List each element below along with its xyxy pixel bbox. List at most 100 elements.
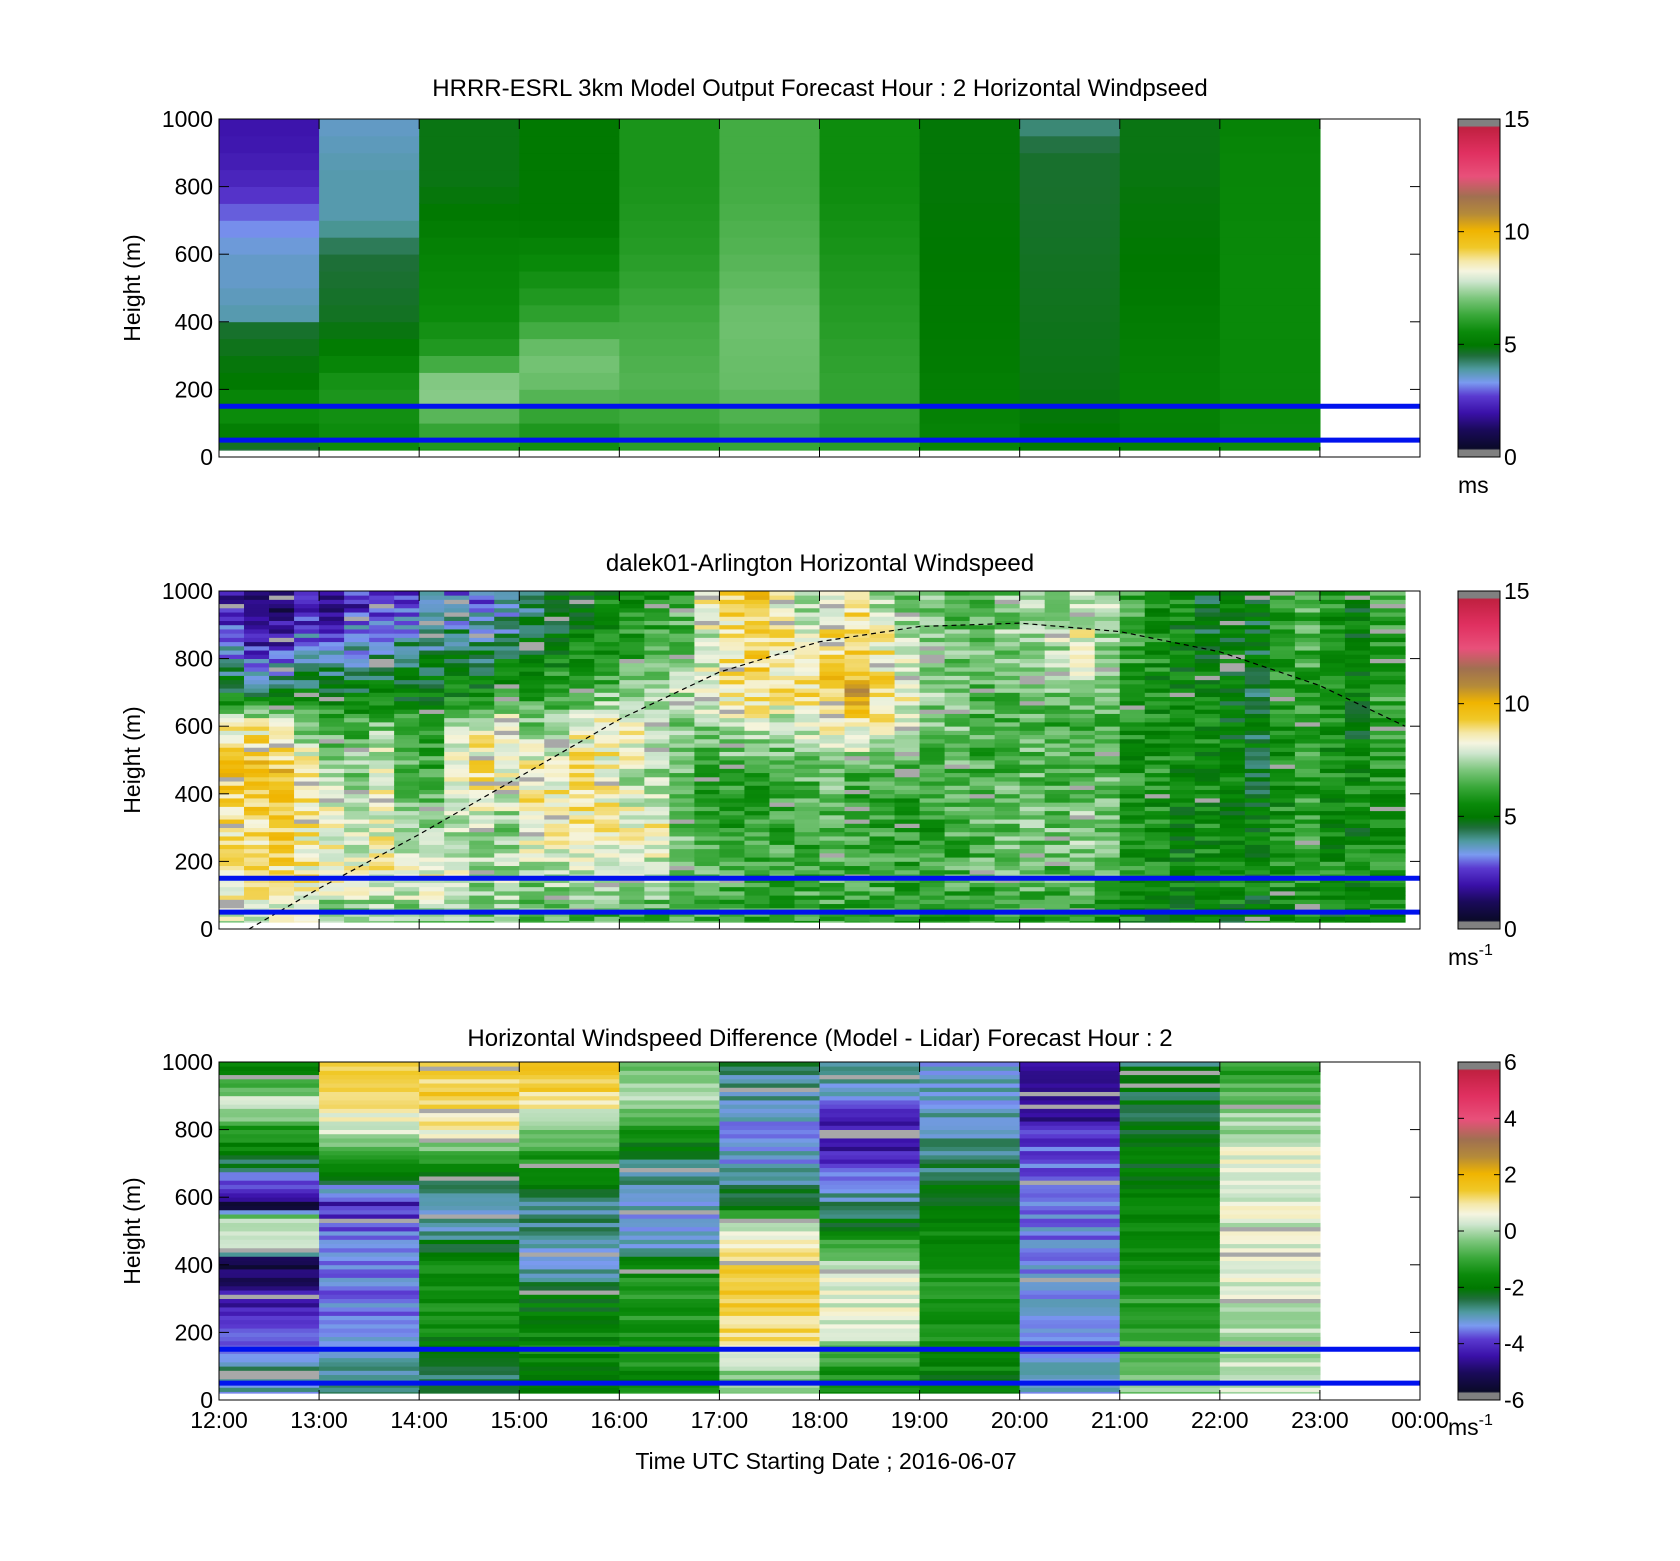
heatmap-cell bbox=[969, 895, 996, 900]
colorbar-unit-sup: -1 bbox=[1479, 942, 1493, 959]
heatmap-cell bbox=[669, 591, 695, 596]
heatmap-cell bbox=[969, 806, 996, 812]
heatmap-cell bbox=[1244, 700, 1271, 706]
heatmap-cell bbox=[219, 721, 245, 727]
panel-difference: Horizontal Windspeed Difference (Model -… bbox=[119, 1025, 1525, 1474]
heatmap-cell bbox=[1019, 1311, 1121, 1316]
heatmap-cell bbox=[594, 810, 620, 816]
heatmap-cell bbox=[919, 1104, 1021, 1109]
heatmap-cell bbox=[869, 641, 896, 647]
heatmap-cell bbox=[344, 654, 370, 659]
heatmap-cell bbox=[969, 612, 996, 617]
heatmap-cell bbox=[269, 662, 295, 668]
heatmap-cell bbox=[819, 135, 921, 154]
heatmap-cell bbox=[1194, 721, 1221, 727]
heatmap-cell bbox=[1019, 1159, 1121, 1164]
heatmap-cell bbox=[1244, 650, 1271, 655]
heatmap-cell bbox=[1019, 1091, 1121, 1097]
heatmap-cell bbox=[519, 1285, 620, 1291]
heatmap-cell bbox=[419, 658, 445, 664]
heatmap-cell bbox=[419, 1387, 520, 1392]
heatmap-cell bbox=[319, 304, 420, 323]
heatmap-cell bbox=[994, 650, 1021, 655]
heatmap-cell bbox=[969, 709, 996, 714]
heatmap-cell bbox=[369, 810, 395, 816]
heatmap-cell bbox=[619, 747, 645, 752]
heatmap-cell bbox=[819, 861, 846, 867]
heatmap-cell bbox=[1219, 709, 1246, 714]
heatmap-cell bbox=[819, 789, 846, 795]
heatmap-cell bbox=[744, 852, 771, 858]
heatmap-cell bbox=[844, 861, 871, 867]
heatmap-cell bbox=[1119, 1332, 1221, 1338]
heatmap-cell bbox=[844, 772, 871, 778]
panel-model: HRRR-ESRL 3km Model Output Forecast Hour… bbox=[119, 75, 1530, 498]
heatmap-cell bbox=[1344, 658, 1371, 664]
heatmap-cell bbox=[419, 1138, 520, 1143]
heatmap-cell bbox=[1119, 890, 1146, 896]
heatmap-cell bbox=[1019, 1184, 1121, 1190]
heatmap-cell bbox=[919, 1192, 1021, 1198]
heatmap-cell bbox=[819, 607, 846, 613]
heatmap-cell bbox=[519, 705, 545, 710]
heatmap-cell bbox=[1144, 667, 1171, 672]
heatmap-cell bbox=[719, 1062, 821, 1067]
heatmap-cell bbox=[794, 595, 821, 600]
heatmap-cell bbox=[869, 806, 896, 812]
heatmap-cell bbox=[569, 861, 595, 867]
heatmap-cell bbox=[1194, 726, 1221, 731]
heatmap-cell bbox=[894, 717, 921, 723]
heatmap-cell bbox=[944, 620, 971, 626]
heatmap-cell bbox=[944, 612, 971, 617]
heatmap-cell bbox=[519, 890, 545, 896]
heatmap-cell bbox=[244, 810, 270, 816]
heatmap-cell bbox=[1144, 726, 1171, 731]
heatmap-cell bbox=[819, 1281, 921, 1287]
heatmap-cell bbox=[719, 624, 746, 630]
heatmap-cell bbox=[494, 869, 520, 875]
heatmap-cell bbox=[1269, 781, 1296, 786]
heatmap-cell bbox=[1219, 1235, 1321, 1240]
heatmap-cell bbox=[969, 688, 996, 693]
heatmap-cell bbox=[1094, 836, 1121, 841]
heatmap-cell bbox=[894, 726, 921, 731]
heatmap-cell bbox=[669, 831, 695, 837]
heatmap-cell bbox=[419, 848, 445, 854]
heatmap-cell bbox=[919, 321, 1021, 340]
heatmap-cell bbox=[444, 591, 470, 596]
heatmap-cell bbox=[694, 827, 721, 833]
heatmap-cell bbox=[419, 692, 445, 698]
heatmap-cell bbox=[669, 721, 695, 727]
heatmap-cell bbox=[769, 603, 796, 609]
heatmap-cell bbox=[1069, 658, 1096, 664]
heatmap-cell bbox=[219, 713, 245, 719]
heatmap-cell bbox=[819, 1361, 921, 1367]
heatmap-cell bbox=[219, 641, 245, 647]
heatmap-cell bbox=[1019, 603, 1046, 609]
heatmap-cell bbox=[219, 1163, 320, 1169]
heatmap-cell bbox=[819, 1264, 921, 1270]
heatmap-cell bbox=[1219, 823, 1246, 829]
heatmap-cell bbox=[519, 831, 545, 837]
heatmap-cell bbox=[394, 591, 420, 596]
heatmap-cell bbox=[1269, 675, 1296, 681]
heatmap-cell bbox=[719, 135, 821, 154]
y-axis-label: Height (m) bbox=[119, 234, 145, 341]
heatmap-cell bbox=[869, 810, 896, 816]
heatmap-cell bbox=[619, 1336, 721, 1342]
heatmap-cell bbox=[1219, 861, 1246, 867]
heatmap-cell bbox=[719, 1294, 821, 1299]
heatmap-cell bbox=[519, 1121, 620, 1126]
heatmap-cell bbox=[669, 764, 695, 769]
heatmap-cell bbox=[344, 760, 370, 765]
heatmap-cell bbox=[819, 1387, 921, 1392]
heatmap-cell bbox=[1194, 607, 1221, 613]
heatmap-cell bbox=[419, 1298, 520, 1304]
heatmap-cell bbox=[494, 705, 520, 710]
heatmap-cell bbox=[419, 920, 445, 923]
heatmap-cell bbox=[294, 675, 320, 681]
heatmap-cell bbox=[994, 700, 1021, 706]
heatmap-cell bbox=[819, 1374, 921, 1380]
heatmap-cell bbox=[1344, 633, 1371, 638]
